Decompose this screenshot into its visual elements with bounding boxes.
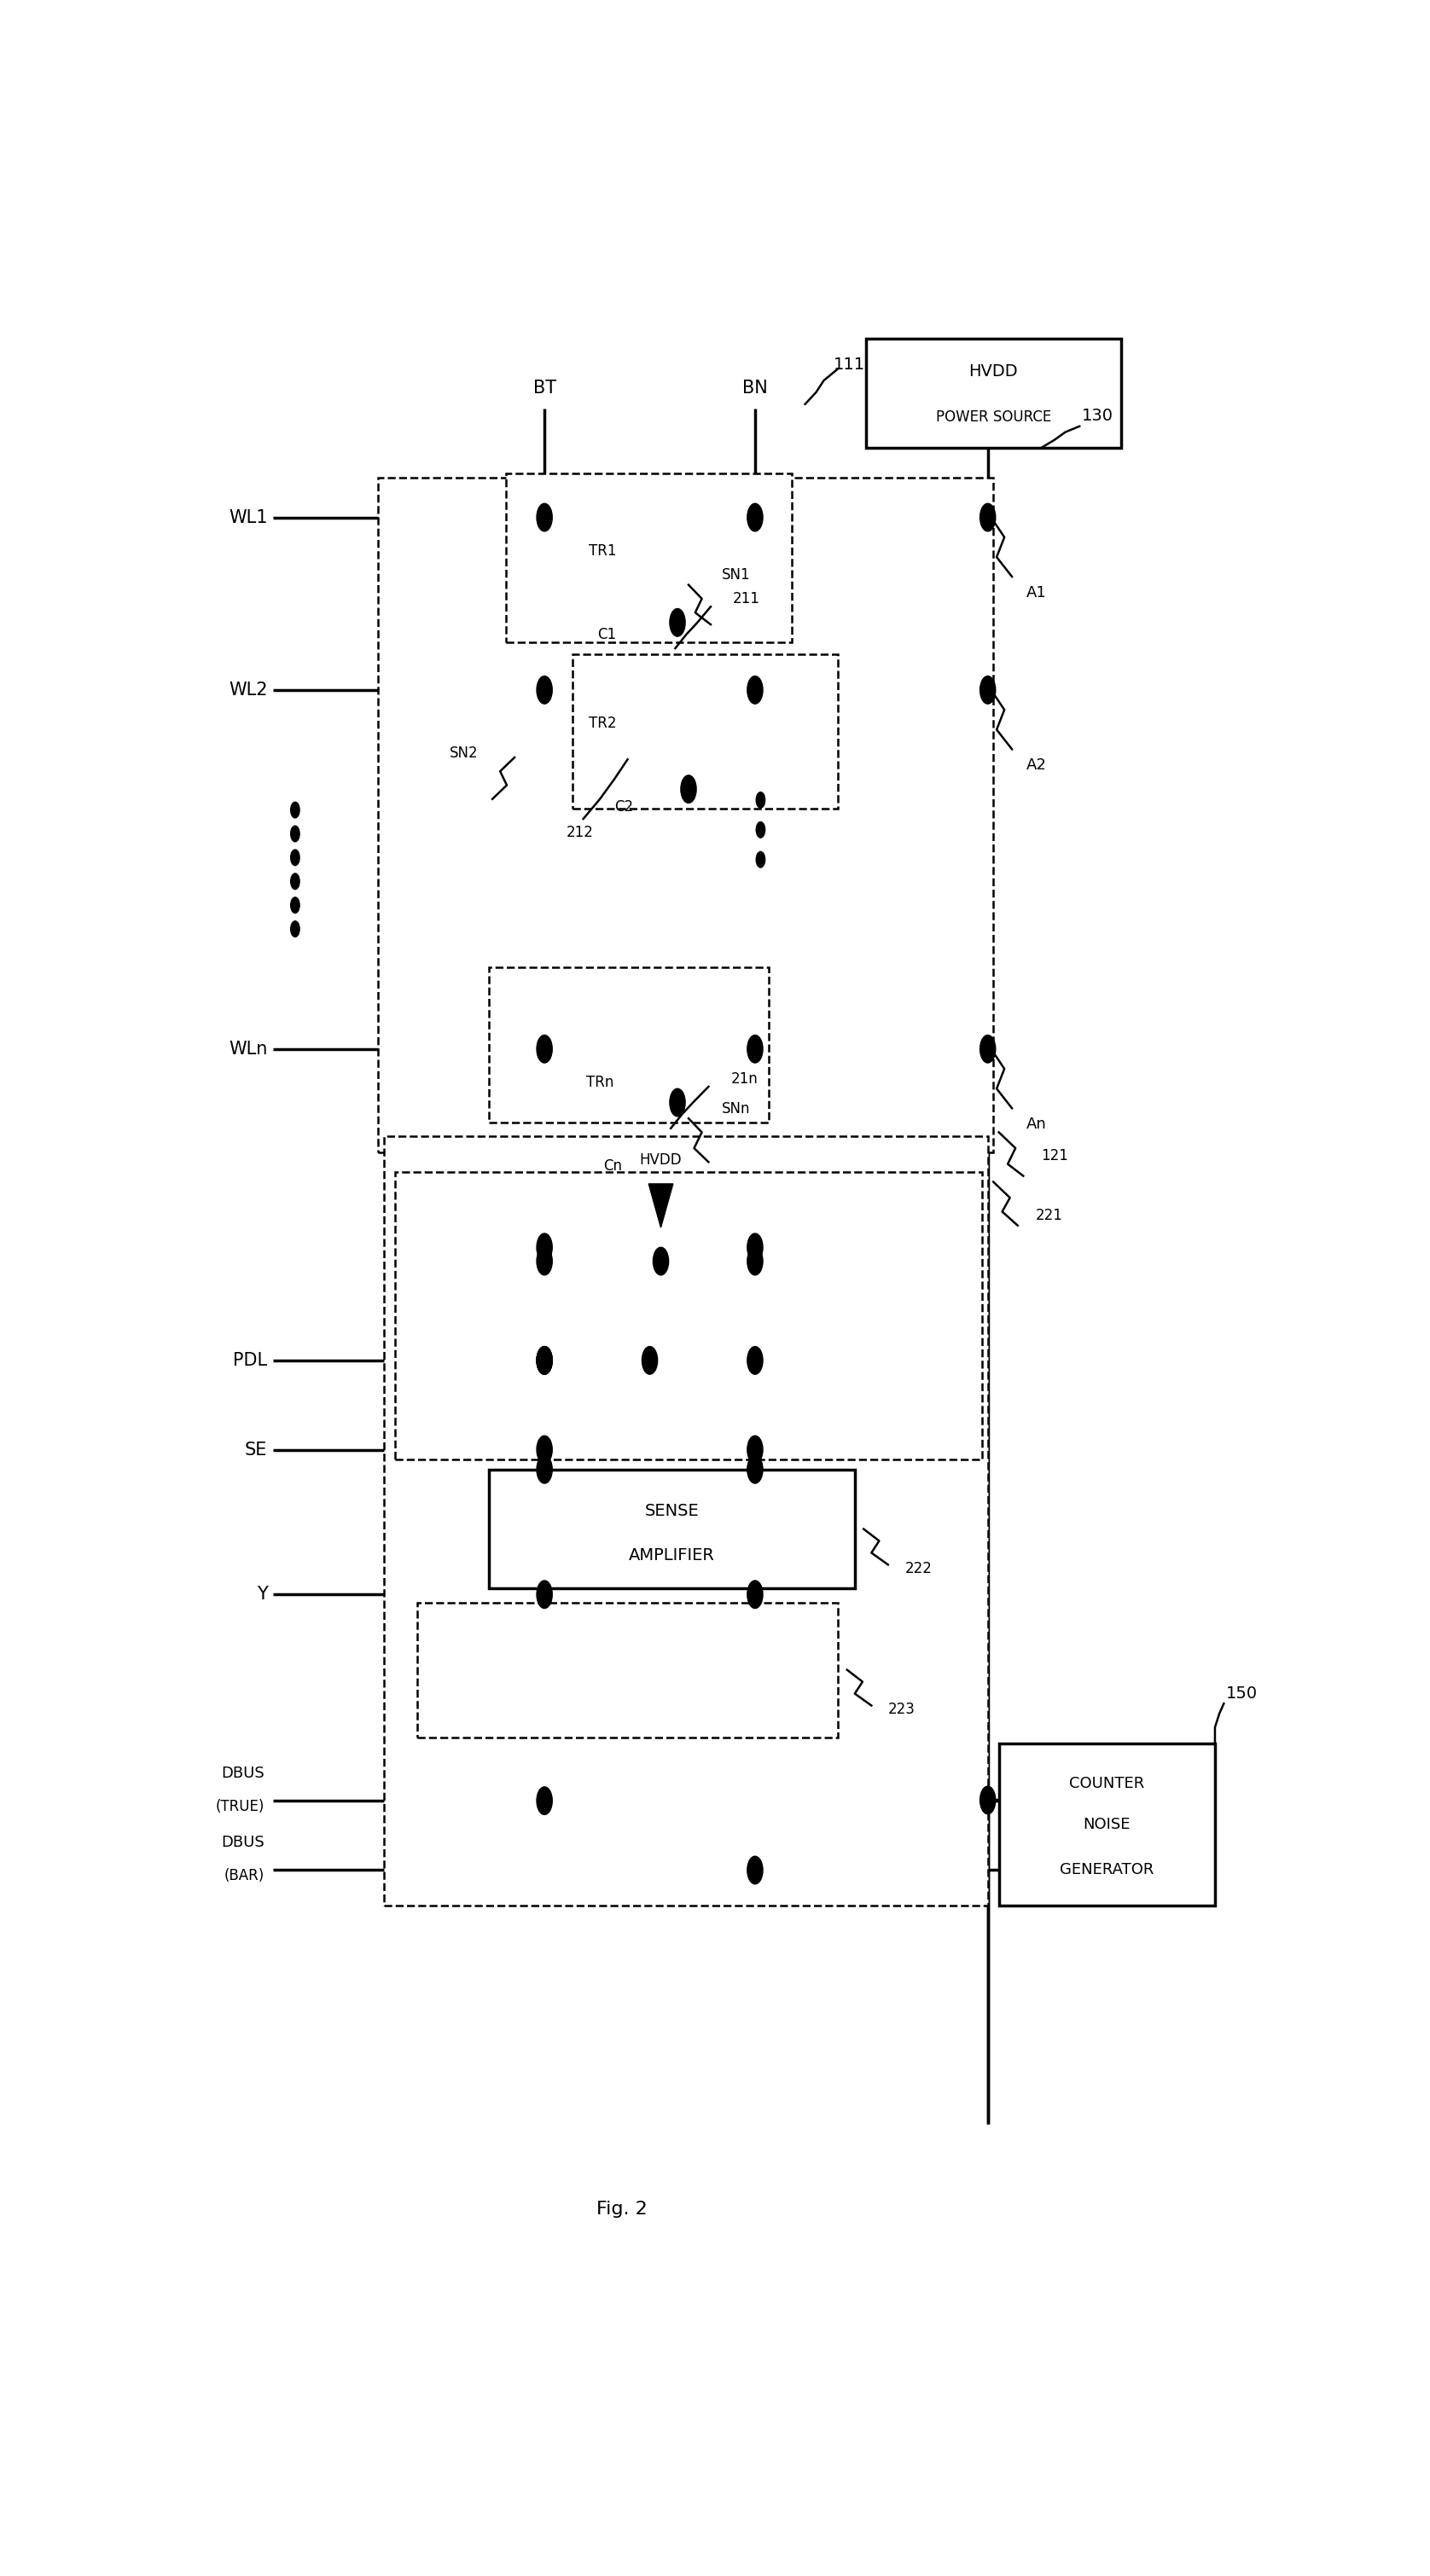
Circle shape	[748, 1247, 762, 1275]
Text: WLn: WLn	[229, 1041, 267, 1059]
Circle shape	[980, 502, 995, 531]
Circle shape	[536, 1347, 552, 1373]
Circle shape	[536, 1234, 552, 1262]
Bar	[867, 340, 1121, 448]
Text: BT: BT	[533, 379, 556, 397]
Circle shape	[669, 1090, 685, 1115]
Circle shape	[536, 1435, 552, 1463]
Circle shape	[536, 1788, 552, 1814]
Circle shape	[290, 896, 299, 912]
Circle shape	[536, 1247, 552, 1275]
Text: HVDD: HVDD	[968, 363, 1018, 379]
Circle shape	[756, 822, 765, 837]
Text: DBUS: DBUS	[220, 1765, 265, 1780]
Bar	[378, 477, 994, 1151]
Circle shape	[536, 1036, 552, 1064]
Text: DBUS: DBUS	[220, 1834, 265, 1850]
Text: SE: SE	[245, 1440, 267, 1458]
Circle shape	[536, 1347, 552, 1373]
Text: 221: 221	[1035, 1208, 1062, 1224]
Text: SN1: SN1	[722, 567, 751, 582]
Circle shape	[748, 1435, 762, 1463]
Text: BN: BN	[742, 379, 768, 397]
Circle shape	[756, 791, 765, 809]
Text: AMPLIFIER: AMPLIFIER	[629, 1548, 715, 1564]
Text: COUNTER: COUNTER	[1070, 1777, 1144, 1790]
Text: 211: 211	[734, 590, 761, 605]
Circle shape	[290, 922, 299, 938]
Circle shape	[748, 1455, 762, 1484]
Circle shape	[748, 1036, 762, 1064]
Circle shape	[756, 853, 765, 868]
Circle shape	[642, 1347, 658, 1373]
Text: NOISE: NOISE	[1084, 1816, 1131, 1832]
Polygon shape	[649, 1185, 674, 1229]
Circle shape	[980, 1036, 995, 1064]
Text: C2: C2	[615, 799, 633, 814]
Circle shape	[748, 1582, 762, 1607]
Bar	[506, 474, 792, 641]
Text: 111: 111	[834, 355, 865, 374]
Circle shape	[980, 1785, 995, 1814]
Text: 21n: 21n	[731, 1072, 758, 1087]
Text: WL2: WL2	[229, 683, 267, 698]
Circle shape	[980, 675, 995, 703]
Bar	[395, 1172, 982, 1461]
Circle shape	[748, 1347, 762, 1373]
Bar	[418, 1602, 838, 1736]
Bar	[489, 1468, 855, 1589]
Text: 222: 222	[905, 1561, 932, 1577]
Bar	[383, 1136, 988, 1906]
Circle shape	[654, 1247, 669, 1275]
Bar	[572, 654, 838, 809]
Text: (TRUE): (TRUE)	[214, 1798, 265, 1814]
Circle shape	[669, 608, 685, 636]
Text: (BAR): (BAR)	[223, 1868, 265, 1883]
Text: SN2: SN2	[449, 744, 478, 760]
Text: SNn: SNn	[722, 1100, 751, 1115]
Text: 121: 121	[1041, 1149, 1068, 1164]
Text: WL1: WL1	[229, 510, 267, 526]
Text: Y: Y	[256, 1587, 267, 1602]
Text: PDL: PDL	[233, 1352, 267, 1368]
Text: 212: 212	[566, 824, 593, 840]
Circle shape	[536, 675, 552, 703]
Circle shape	[748, 1857, 762, 1883]
Text: TR2: TR2	[589, 716, 616, 732]
Circle shape	[290, 850, 299, 866]
Text: Fig. 2: Fig. 2	[596, 2200, 648, 2218]
Circle shape	[536, 1582, 552, 1607]
Text: Cn: Cn	[603, 1159, 622, 1175]
Circle shape	[290, 801, 299, 819]
Text: HVDD: HVDD	[639, 1151, 682, 1167]
Circle shape	[290, 873, 299, 889]
Text: TR1: TR1	[589, 544, 616, 559]
Circle shape	[290, 827, 299, 842]
Circle shape	[748, 675, 762, 703]
Text: SENSE: SENSE	[645, 1502, 699, 1520]
Text: 223: 223	[888, 1703, 915, 1718]
Text: POWER SOURCE: POWER SOURCE	[935, 410, 1051, 425]
Text: A2: A2	[1027, 757, 1047, 773]
Text: An: An	[1027, 1115, 1047, 1131]
Text: 130: 130	[1083, 407, 1114, 425]
Circle shape	[681, 775, 696, 804]
Circle shape	[536, 1455, 552, 1484]
Circle shape	[536, 502, 552, 531]
Text: C1: C1	[598, 626, 616, 641]
Circle shape	[748, 1234, 762, 1262]
Bar	[1000, 1744, 1216, 1906]
Text: 150: 150	[1226, 1685, 1258, 1703]
Circle shape	[748, 502, 762, 531]
Text: TRn: TRn	[586, 1074, 615, 1090]
Text: GENERATOR: GENERATOR	[1060, 1862, 1154, 1878]
Circle shape	[536, 1347, 552, 1373]
Text: A1: A1	[1027, 585, 1047, 600]
Bar	[489, 969, 768, 1123]
